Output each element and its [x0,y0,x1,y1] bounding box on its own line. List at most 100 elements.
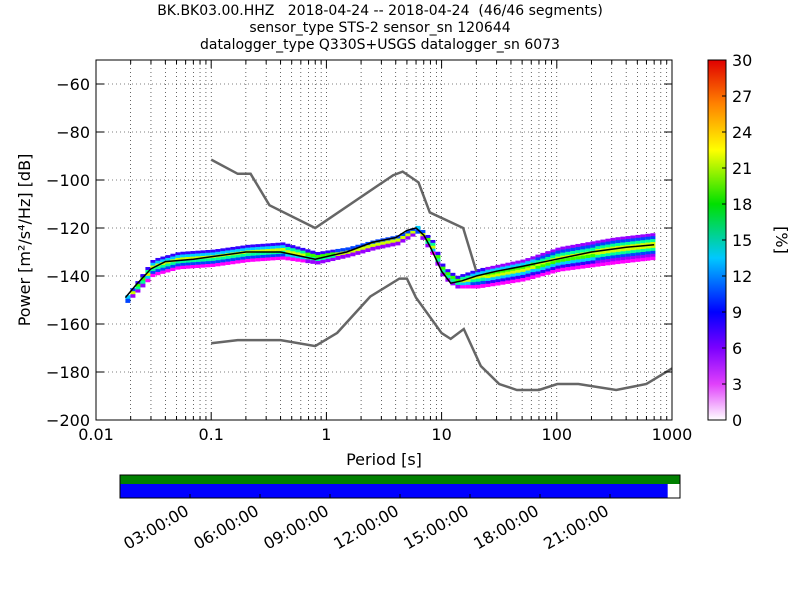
density-cell [590,250,596,255]
density-cell [635,249,641,254]
density-cell [610,237,616,242]
density-cell [205,252,211,257]
density-cell [170,264,176,269]
density-cell [640,246,646,250]
density-cell [230,249,236,254]
density-cell [490,271,496,275]
density-cell [195,264,201,268]
density-cell [175,266,181,270]
density-cell [485,283,491,288]
density-cell [340,254,346,259]
density-cell [340,248,346,253]
density-cell [610,258,616,262]
density-cell [480,284,486,288]
density-cell [145,278,151,283]
density-cell [375,242,381,247]
density-cell [585,257,591,262]
density-cell [180,251,186,256]
density-cell [525,258,531,262]
density-cell [645,245,651,249]
density-cell [235,254,241,258]
density-cell [650,242,656,246]
density-cell [300,250,306,255]
density-cell [555,268,561,273]
density-cell [170,267,176,272]
density-cell [125,295,131,300]
density-cell [600,242,606,246]
density-cell [275,248,281,252]
density-cell [165,269,171,273]
colorbar-label: [%] [772,226,791,254]
density-cell [450,275,456,280]
density-cell [580,261,586,266]
density-cell [390,242,396,247]
x-axis-ticks: 0.01 0.1 1 10 100 1000 [78,60,692,444]
density-cell [180,262,186,267]
density-cell [490,265,496,270]
density-cell [180,260,186,264]
density-cell [630,241,636,245]
x-tick-label: 0.01 [78,425,114,444]
density-cell [650,233,656,237]
density-cell [330,252,336,256]
density-cell [510,267,516,272]
density-cell [500,275,506,279]
density-cell [560,246,566,251]
density-cell [155,269,161,273]
density-cell [445,275,451,279]
density-cell [155,266,161,270]
density-cell [565,260,571,265]
density-cell [520,268,526,273]
density-cell [595,246,601,250]
density-cell [570,266,576,270]
density-cell [620,236,626,241]
density-cell [510,270,516,275]
density-cell [160,259,166,263]
density-cell [320,257,326,261]
density-cell [130,294,136,298]
density-cell [175,255,181,259]
density-cell [350,249,356,254]
density-cell [475,275,481,280]
coverage-tick-label: 15:00:00 [400,501,472,553]
density-cell [330,249,336,253]
density-cell [575,247,581,251]
density-cell [335,248,341,253]
density-cell [370,243,376,248]
density-cell [545,256,551,261]
density-cell [630,247,636,251]
density-cell [530,265,536,270]
density-cell [610,255,616,259]
density-cell [645,251,651,255]
density-cell [505,262,511,267]
density-cell [150,273,156,278]
colorbar-tick-label: 6 [732,339,742,358]
mean-curve [124,227,655,299]
density-cell [555,253,561,258]
y-tick-label: −60 [56,75,90,94]
density-cell [165,260,171,265]
y-axis-label: Power [m²/s⁴/Hz] [dB] [15,154,34,327]
density-cell [455,278,461,283]
density-cell [630,235,636,239]
density-cell [510,273,516,278]
colorbar-tick-label: 0 [732,411,742,430]
density-cell [225,250,231,254]
coverage-tick-label: 03:00:00 [120,501,192,553]
density-cell [630,238,636,242]
density-cell [605,244,611,248]
density-cell [575,265,581,270]
density-cell [250,252,256,257]
density-cell [195,250,201,254]
density-cell [175,257,181,262]
density-cell [275,256,281,261]
density-cell [600,259,606,264]
density-cell [500,266,506,271]
density-cell [410,230,416,235]
density-cell [360,246,366,251]
density-cell [185,251,191,255]
density-cell [585,248,591,253]
density-cell [450,281,456,286]
coverage-tick-label: 18:00:00 [470,501,542,553]
density-cell [450,278,456,283]
